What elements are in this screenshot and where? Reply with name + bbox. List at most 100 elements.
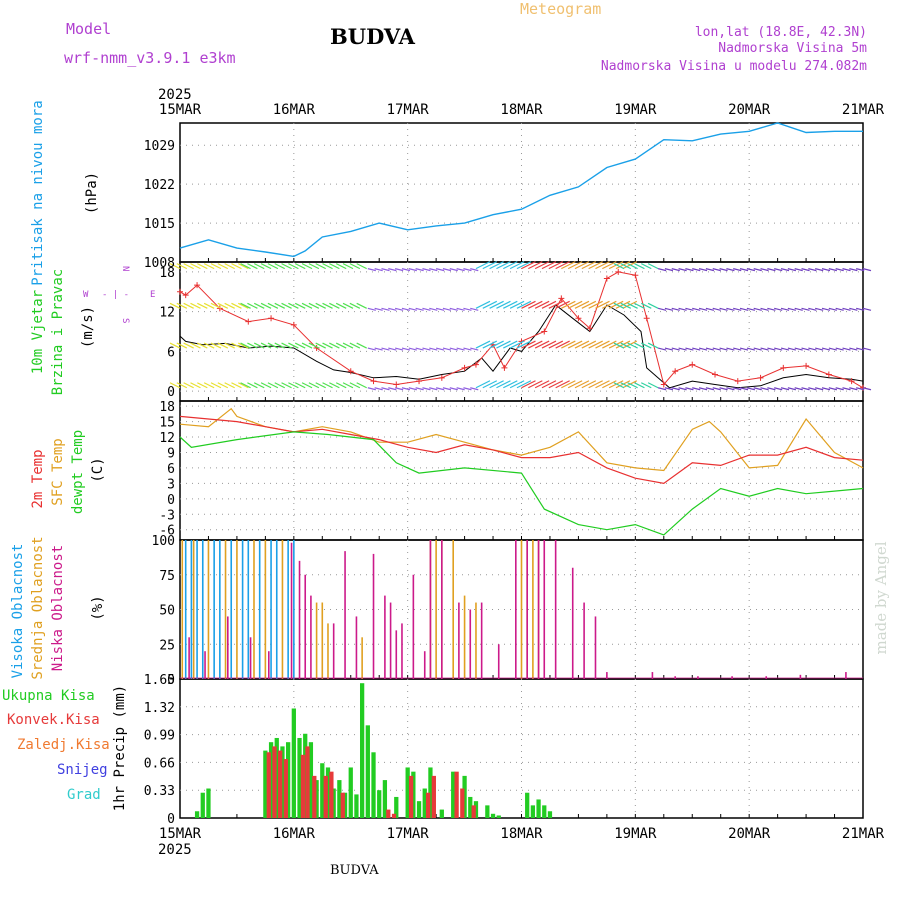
wind-barb [705,268,715,272]
precip-conv-bar [272,746,277,818]
y-tick-label: 6 [167,345,175,360]
wind-barb [190,263,201,270]
wind-barb [231,382,242,389]
wind-barb [548,380,564,389]
wind-barb [828,307,837,311]
wind-barb [190,302,201,309]
wind-barb [657,307,667,311]
wind-barb [315,263,326,270]
wind-barb [349,302,361,309]
wind-barb [548,300,564,309]
precip-total-bar [411,771,416,818]
wind-barb [726,307,735,311]
wind-barb [489,340,504,349]
wind-barb [787,307,797,311]
wind-barb [509,300,525,309]
wind-barb [849,347,858,351]
wind-barb [828,347,837,351]
wind-barb [821,307,831,311]
y-tick-label: 1008 [144,256,175,271]
model-elevation-label: Nadmorska Visina u modelu 274.082m [601,59,867,74]
precip-total-bar [348,767,353,818]
wind-barb [541,380,557,389]
wind-barb [253,302,265,309]
pressure-title: Pritisak na nivou mora [30,100,46,285]
wind-barb [692,268,701,272]
wind-barb [647,342,659,349]
gust-marker [734,378,741,385]
wind-barb [415,387,424,391]
wind-barb [528,261,543,270]
wind-barb [322,342,333,349]
y-tick-label: 0 [167,673,175,688]
wind-barb [217,382,229,389]
wind-barb [746,268,756,272]
wind-barb [753,347,762,351]
wind-barb [442,387,452,391]
y-tick-label: 18 [159,400,175,415]
wind-barb [388,268,397,272]
wind-barb [698,307,708,311]
wind-barb [374,347,383,351]
wind-barb [678,307,687,311]
wind-barb [678,268,687,272]
wind-barb [183,263,194,270]
precip-conv-bar [426,792,431,818]
wind-barb [381,387,390,391]
wind-barb [705,347,715,351]
wind-barb [408,268,417,272]
wind-barb [794,307,803,311]
gust-marker [848,378,855,385]
wind-barb [574,300,590,309]
wind-barb [238,382,249,389]
wind-barb [815,387,824,391]
wind-barb [210,263,222,270]
wind-barb [719,268,728,272]
wind-barb [581,261,597,270]
wind-barb [496,380,511,389]
wind-barb [555,300,570,309]
wind-barb [634,302,645,309]
wind-barb [712,387,721,391]
precip-total-bar [354,794,359,818]
wind-barb [726,268,735,272]
wind-barb [267,302,279,309]
wind-barb [367,347,376,351]
wind-barb [475,380,491,389]
wind-barb [613,263,625,270]
wind-barb [698,268,708,272]
wind-barb [308,302,320,309]
wind-barb [274,382,285,389]
credit-label: made by Angel [872,541,890,654]
x-tick-label-bottom: 19MAR [614,826,657,842]
precip-grad-label: Grad [67,787,101,803]
wind-barb [516,340,532,349]
wind-barb [329,263,340,270]
precip-total-bar [308,742,314,818]
wind-barb [301,342,313,349]
wind-barb [349,342,361,349]
precip-total-bar [428,767,433,818]
wind-barb [267,263,279,270]
wind-barb [217,342,229,349]
gust-marker [182,292,189,299]
precip-conv-bar [329,771,334,818]
y-tick-label: 1015 [144,217,175,232]
precip-total-bar [490,813,496,818]
wind-barb [294,382,306,389]
wind-barb [388,307,397,311]
wind-barb [442,307,452,311]
x-tick-label-bottom: 20MAR [728,826,771,842]
wind-barb [308,382,320,389]
dewpt-label: dewpt Temp [70,430,86,514]
gust-marker [177,288,183,295]
gust-marker [803,362,810,369]
wind-barb [794,268,803,272]
wind-barb [435,268,445,272]
wind-barb [767,268,776,272]
wind-barb [516,300,532,309]
model-label: Model [66,20,111,38]
wind-barb [780,347,790,351]
gust-marker [245,318,252,325]
wind-barb [760,387,769,391]
